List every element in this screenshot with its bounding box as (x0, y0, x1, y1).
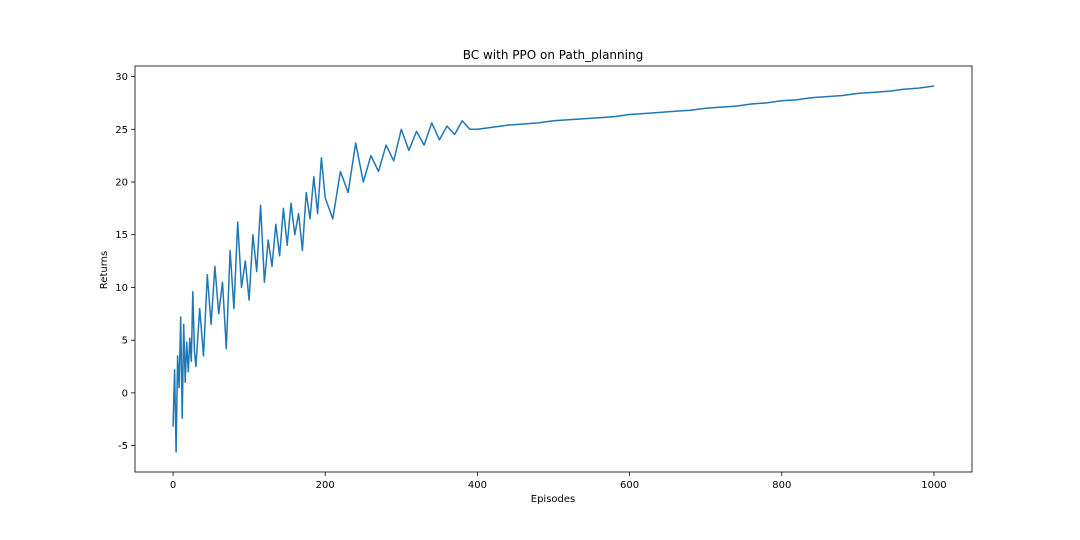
y-tick-label: 20 (115, 178, 128, 189)
y-tick-label: -5 (118, 441, 128, 452)
y-axis-label: Returns (99, 251, 110, 289)
x-tick-label: 600 (620, 480, 639, 491)
y-tick-label: 15 (115, 230, 128, 241)
x-axis-label: Episodes (531, 494, 575, 505)
x-tick-label: 0 (170, 480, 176, 491)
series-line-0 (172, 85, 935, 453)
x-tick-label: 400 (468, 480, 487, 491)
x-tick-label: 1000 (921, 480, 946, 491)
plot-area: 0 200 400 600 800 1000 -5 0 5 10 15 20 25 30 (115, 65, 973, 491)
chart-title: BC with PPO on Path_planning (463, 48, 643, 62)
y-tick-label: 10 (115, 283, 128, 294)
y-tick-label: 0 (122, 388, 128, 399)
y-tick-label: 30 (115, 72, 128, 83)
x-tick-label: 200 (316, 480, 335, 491)
y-tick-label: 5 (122, 336, 128, 347)
x-tick-label: 800 (772, 480, 791, 491)
y-tick-label: 25 (115, 125, 128, 136)
axes-frame (134, 65, 973, 473)
